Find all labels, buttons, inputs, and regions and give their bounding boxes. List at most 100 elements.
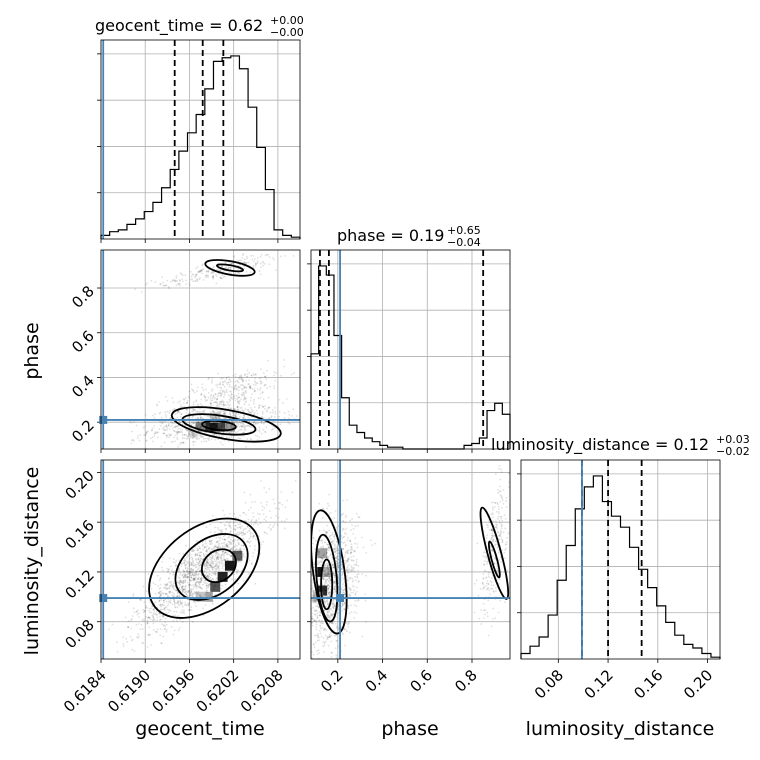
sample-point xyxy=(165,416,167,418)
sample-point xyxy=(307,583,309,585)
sample-point xyxy=(163,432,166,435)
sample-point xyxy=(262,398,265,400)
sample-point xyxy=(225,544,228,546)
sample-point xyxy=(263,384,266,386)
sample-point xyxy=(232,542,235,544)
sample-point xyxy=(199,581,202,584)
sample-point xyxy=(176,280,178,282)
sample-point xyxy=(345,622,348,625)
sample-point xyxy=(343,588,346,590)
sample-point xyxy=(194,428,197,431)
sample-point xyxy=(188,562,190,565)
sample-point xyxy=(183,562,185,565)
sample-point xyxy=(136,636,138,638)
sample-point xyxy=(337,626,339,629)
sample-point xyxy=(322,578,325,581)
sample-point xyxy=(497,488,499,491)
sample-point xyxy=(146,622,149,624)
sample-point xyxy=(321,620,324,623)
sample-point xyxy=(192,432,195,435)
sample-point xyxy=(197,421,200,424)
sample-point xyxy=(246,525,249,528)
sample-point xyxy=(253,420,256,423)
sample-point xyxy=(347,560,349,562)
sample-point xyxy=(280,520,283,523)
sample-point xyxy=(231,420,234,423)
sample-point xyxy=(184,581,187,584)
sample-point xyxy=(234,550,237,553)
sample-point xyxy=(257,523,259,526)
contour-level xyxy=(320,558,334,611)
sample-point xyxy=(491,588,494,590)
sample-point xyxy=(234,413,237,416)
sample-point xyxy=(217,422,220,425)
sample-point xyxy=(195,274,197,277)
sample-point xyxy=(244,408,247,410)
sample-point xyxy=(338,663,340,665)
sample-point xyxy=(263,421,266,424)
sample-point xyxy=(191,550,193,552)
sample-point xyxy=(223,541,226,544)
sample-point xyxy=(223,558,226,561)
sample-point xyxy=(494,526,497,529)
sample-point xyxy=(344,554,347,557)
sample-point xyxy=(127,601,130,603)
sample-point xyxy=(192,571,194,574)
sample-point xyxy=(335,560,338,563)
sample-point xyxy=(337,562,340,564)
sample-point xyxy=(148,611,151,614)
sample-point xyxy=(155,432,158,435)
sample-point xyxy=(174,280,177,282)
sample-point xyxy=(187,604,190,607)
sample-point xyxy=(185,584,187,587)
sample-point xyxy=(344,516,347,519)
sample-point xyxy=(335,627,338,629)
sample-point xyxy=(318,556,321,558)
sample-point xyxy=(269,411,272,414)
sample-point xyxy=(195,592,198,595)
sample-point xyxy=(158,612,161,615)
sample-point xyxy=(176,436,178,439)
sample-point xyxy=(498,559,501,561)
sample-point xyxy=(341,513,343,516)
sample-point xyxy=(220,542,223,545)
sample-point xyxy=(244,401,247,404)
sample-point xyxy=(196,278,199,281)
sample-point xyxy=(158,579,161,582)
sample-point xyxy=(252,552,254,555)
sample-point xyxy=(207,270,210,273)
sample-point xyxy=(156,431,159,434)
sample-point xyxy=(173,584,176,587)
sample-point xyxy=(341,632,344,635)
sample-point xyxy=(200,269,203,272)
sample-point xyxy=(241,377,244,380)
sample-point xyxy=(186,590,189,593)
sample-point xyxy=(192,550,195,553)
sample-point xyxy=(193,422,195,425)
sample-point xyxy=(346,630,348,633)
sample-point xyxy=(232,539,235,542)
sample-point xyxy=(216,556,219,559)
sample-point xyxy=(239,422,242,425)
sample-point xyxy=(211,410,214,412)
sample-point xyxy=(170,580,173,583)
sample-point xyxy=(167,424,170,427)
sample-point xyxy=(234,384,237,387)
sample-point xyxy=(234,528,237,531)
sample-point xyxy=(252,413,255,415)
sample-point xyxy=(492,501,495,504)
sample-point xyxy=(212,275,215,278)
sample-point xyxy=(187,570,190,573)
sample-point xyxy=(220,400,223,403)
sample-point xyxy=(491,534,494,537)
sample-point xyxy=(194,554,197,556)
sample-point xyxy=(495,523,497,526)
sample-point xyxy=(332,564,335,567)
sample-point xyxy=(165,588,168,590)
sample-point xyxy=(245,379,247,382)
sample-point xyxy=(164,592,167,595)
sample-point xyxy=(499,599,502,602)
sample-point xyxy=(327,588,329,591)
sample-point xyxy=(156,616,159,619)
sample-point xyxy=(165,593,168,595)
